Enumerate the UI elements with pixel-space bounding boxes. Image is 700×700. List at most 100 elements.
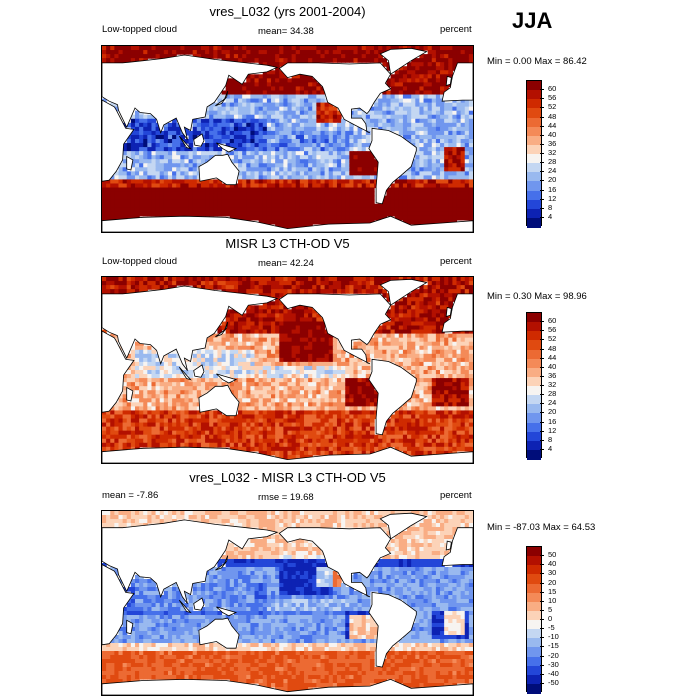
map-cell — [427, 297, 433, 302]
map-cell — [415, 390, 421, 395]
map-cell — [460, 143, 466, 148]
map-cell — [275, 219, 280, 225]
map-cell — [188, 361, 194, 367]
map-cell — [369, 394, 375, 399]
map-cell — [308, 317, 313, 323]
map-cell — [287, 325, 293, 331]
map-cell — [386, 110, 392, 116]
map-cell — [336, 191, 342, 197]
map-cell — [184, 207, 190, 213]
map-cell — [225, 281, 231, 286]
map-cell — [209, 50, 214, 55]
map-cell — [452, 386, 458, 391]
map-cell — [238, 187, 243, 193]
map-cell — [394, 195, 400, 201]
map-cell — [349, 159, 355, 164]
map-cell — [357, 289, 363, 294]
map-cell — [398, 321, 404, 327]
map-cell — [332, 110, 338, 116]
map-cell — [233, 345, 239, 351]
map-cell — [217, 130, 223, 136]
map-cell — [130, 175, 136, 181]
map-cell — [303, 345, 309, 351]
map-cell — [126, 382, 132, 387]
map-cell — [221, 118, 227, 124]
map-cell — [460, 54, 466, 59]
map-cell — [262, 199, 268, 205]
map-cell — [407, 325, 412, 331]
map-cell — [341, 122, 346, 128]
map-cell — [114, 203, 120, 209]
map-cell — [386, 66, 392, 71]
map-cell — [151, 195, 157, 201]
map-cell — [184, 179, 190, 185]
map-cell — [275, 357, 280, 363]
map-cell — [246, 207, 251, 213]
map-cell — [308, 102, 313, 108]
map-cell — [419, 54, 425, 59]
map-cell — [456, 211, 462, 217]
map-cell — [411, 98, 416, 104]
map-cell — [271, 175, 276, 181]
map-cell — [275, 167, 280, 172]
map-cell — [345, 219, 350, 225]
map-cell — [460, 337, 466, 343]
map-cell — [407, 167, 412, 172]
map-cell — [139, 277, 144, 282]
map-cell — [390, 305, 396, 310]
map-cell — [357, 50, 363, 55]
colorbar-swatch — [527, 117, 541, 128]
map-cell — [114, 179, 120, 185]
map-cell — [435, 58, 441, 63]
map-cell — [147, 114, 153, 120]
map-cell — [411, 86, 416, 92]
map-cell — [427, 167, 433, 172]
map-cell — [233, 139, 239, 144]
map-cell — [151, 199, 157, 205]
map-cell — [229, 78, 235, 83]
map-cell — [295, 130, 301, 136]
map-cell — [155, 398, 161, 403]
map-cell — [435, 361, 441, 367]
map-cell — [155, 171, 161, 176]
map-cell — [221, 195, 227, 201]
map-cell — [246, 211, 251, 217]
map-cell — [353, 285, 359, 290]
map-cell — [225, 122, 231, 128]
map-cell — [250, 199, 256, 205]
map-cell — [254, 110, 260, 116]
map-cell — [192, 122, 198, 128]
map-cell — [242, 54, 247, 59]
map-cell — [415, 337, 421, 343]
map-cell — [238, 147, 243, 152]
map-cell — [312, 191, 317, 197]
map-cell — [130, 211, 136, 217]
map-cell — [431, 309, 437, 314]
map-cell — [155, 357, 161, 363]
map-cell — [324, 183, 330, 189]
map-cell — [221, 46, 227, 51]
map-cell — [213, 110, 219, 116]
map-cell — [266, 98, 272, 104]
map-cell — [435, 179, 441, 185]
map-cell — [295, 325, 301, 331]
map-cell — [188, 281, 194, 286]
map-cell — [411, 293, 416, 298]
map-cell — [130, 390, 136, 395]
map-cell — [411, 159, 416, 164]
map-cell — [448, 293, 453, 298]
map-cell — [349, 191, 355, 197]
map-cell — [106, 211, 111, 217]
map-cell — [435, 333, 441, 339]
map-cell — [386, 106, 392, 112]
map-cell — [398, 305, 404, 310]
map-cell — [167, 402, 173, 407]
map-cell — [114, 199, 120, 205]
map-cell — [361, 203, 367, 209]
map-cell — [464, 46, 470, 51]
map-cell — [225, 126, 231, 132]
map-cell — [402, 90, 408, 96]
continent-outline — [102, 54, 279, 140]
map-cell — [122, 285, 128, 290]
map-cell — [176, 382, 181, 387]
